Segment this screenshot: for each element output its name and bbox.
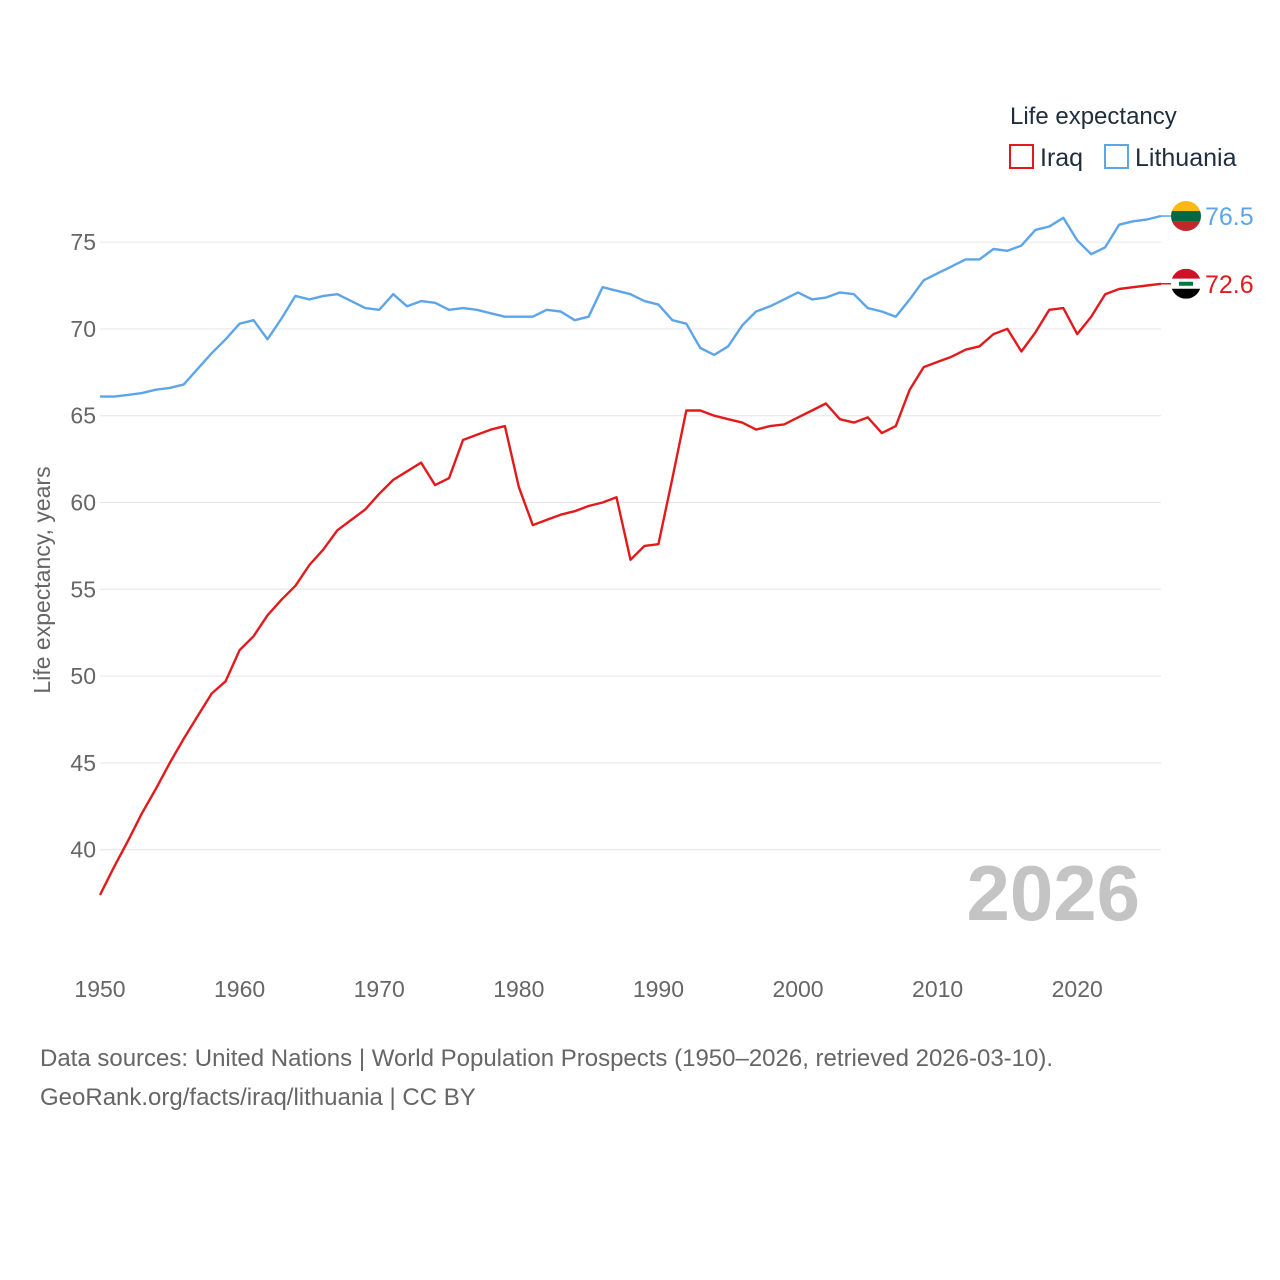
y-tick-label: 40 — [70, 837, 96, 863]
x-tick-label: 1960 — [214, 976, 265, 1002]
x-tick-label: 2010 — [912, 976, 963, 1002]
y-tick-label: 55 — [70, 576, 96, 602]
x-axis-ticks: 1950 1960 1970 1980 1990 2000 2010 2020 — [74, 976, 1102, 1002]
y-axis-ticks: 40 45 50 55 60 65 70 75 — [70, 229, 96, 863]
series-lines — [98, 214, 1162, 896]
legend-label: Lithuania — [1135, 144, 1237, 172]
data-source-note: Data sources: United Nations | World Pop… — [40, 1045, 1054, 1072]
legend-swatch — [1104, 144, 1129, 169]
legend-label: Iraq — [1040, 144, 1083, 172]
gridlines — [100, 241, 1161, 851]
y-tick-label: 75 — [70, 229, 96, 255]
series-line-lithuania — [100, 214, 1162, 398]
y-axis-title: Life expectancy, years — [29, 466, 55, 693]
legend-item-lithuania[interactable]: Lithuania — [1104, 144, 1237, 172]
credit-link[interactable]: GeoRank.org/facts/iraq/lithuania | CC BY — [40, 1084, 476, 1111]
x-tick-label: 2020 — [1052, 976, 1103, 1002]
y-tick-label: 50 — [70, 663, 96, 689]
series-line-iraq — [98, 282, 1162, 896]
x-tick-label: 1950 — [74, 976, 125, 1002]
legend-item-iraq[interactable]: Iraq — [1009, 144, 1083, 172]
current-year-label: 2026 — [966, 849, 1140, 937]
series-end-markers: 72.6 76.5 — [1161, 201, 1254, 299]
x-tick-label: 1980 — [493, 976, 544, 1002]
y-tick-label: 60 — [70, 490, 96, 516]
y-tick-label: 70 — [70, 316, 96, 342]
legend-swatch — [1009, 144, 1034, 169]
y-tick-label: 65 — [70, 403, 96, 429]
end-value-label: 76.5 — [1205, 203, 1254, 231]
legend: Life expectancy Iraq Lithuania — [1009, 103, 1237, 172]
x-tick-label: 2000 — [772, 976, 823, 1002]
x-tick-label: 1970 — [354, 976, 405, 1002]
iraq-flag-icon — [1171, 268, 1201, 299]
y-tick-label: 45 — [70, 750, 96, 776]
legend-title: Life expectancy — [1010, 103, 1177, 130]
end-value-label: 72.6 — [1205, 271, 1254, 299]
x-tick-label: 1990 — [633, 976, 684, 1002]
lithuania-flag-icon — [1171, 201, 1201, 232]
